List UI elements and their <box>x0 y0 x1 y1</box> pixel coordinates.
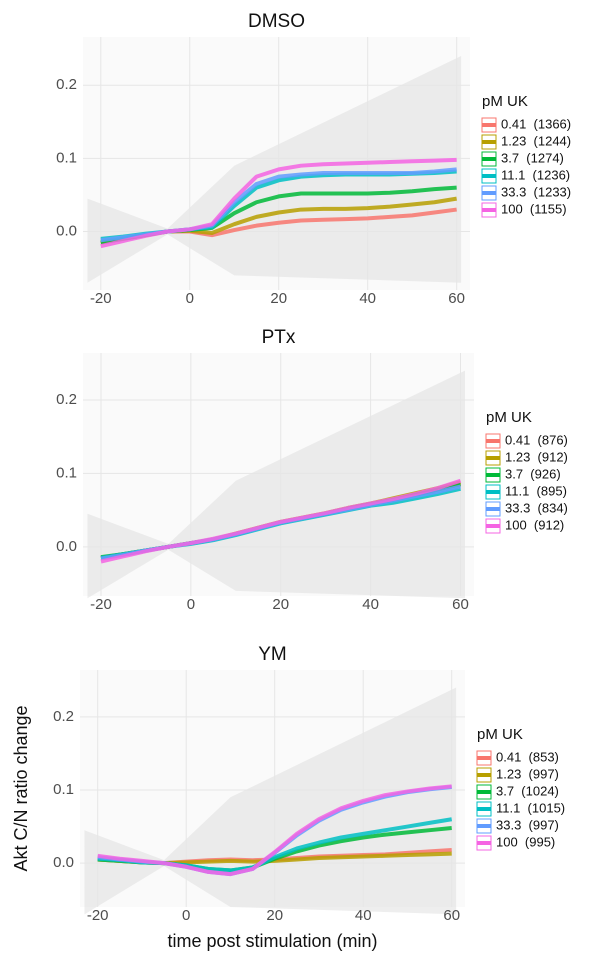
x-tick-label: 0 <box>186 290 194 307</box>
legend-label: 11.1 (1015) <box>496 800 565 815</box>
legend-label: 1.23 (997) <box>496 766 559 781</box>
x-tick-label: 60 <box>452 596 469 613</box>
y-tick-label: 0.0 <box>53 854 74 871</box>
x-tick-label: 0 <box>182 907 190 924</box>
legend-label: 0.41 (876) <box>505 432 568 447</box>
x-tick-label: 60 <box>443 907 460 924</box>
y-axis-label: Akt C/N ratio change <box>11 705 31 871</box>
median-line <box>100 157 457 249</box>
legend-title: pM UK <box>482 93 528 110</box>
median-line <box>100 478 462 564</box>
legend-label: 100 (912) <box>505 517 564 532</box>
x-tick-label: -20 <box>90 596 112 613</box>
legend-label: 3.7 (1024) <box>496 783 559 798</box>
panel-title: PTx <box>262 327 296 348</box>
y-tick-label: 0.0 <box>56 222 77 239</box>
legend-label: 1.23 (912) <box>505 449 568 464</box>
legend-label: 3.7 (926) <box>505 466 561 481</box>
x-tick-label: 40 <box>355 907 372 924</box>
legend-label: 3.7 (1274) <box>501 150 564 165</box>
y-tick-label: 0.2 <box>56 76 77 93</box>
x-tick-label: 20 <box>272 596 289 613</box>
legend-label: 11.1 (895) <box>505 483 567 498</box>
legend-title: pM UK <box>477 726 523 743</box>
x-tick-label: 40 <box>359 290 376 307</box>
plot-background <box>80 670 465 907</box>
legend-label: 100 (995) <box>496 834 555 849</box>
x-tick-label: -20 <box>90 290 112 307</box>
y-tick-label: 0.0 <box>56 538 77 555</box>
x-tick-label: 20 <box>270 290 287 307</box>
median-line <box>97 784 452 877</box>
legend-title: pM UK <box>486 409 532 426</box>
x-tick-label: 20 <box>266 907 283 924</box>
y-tick-label: 0.2 <box>56 391 77 408</box>
x-tick-label: 40 <box>362 596 379 613</box>
x-tick-label: -20 <box>87 907 109 924</box>
plot-background <box>83 353 474 596</box>
panel-title: DMSO <box>248 11 305 32</box>
legend-label: 100 (1155) <box>501 201 567 216</box>
x-tick-label: 0 <box>187 596 195 613</box>
legend-label: 0.41 (853) <box>496 749 559 764</box>
legend-label: 11.1 (1236) <box>501 167 570 182</box>
panel-title: YM <box>258 644 287 665</box>
legend-label: 33.3 (997) <box>496 817 559 832</box>
y-tick-label: 0.1 <box>56 464 77 481</box>
legend-label: 0.41 (1366) <box>501 116 571 131</box>
legend-label: 33.3 (1233) <box>501 184 571 199</box>
x-tick-label: 60 <box>448 290 465 307</box>
y-tick-label: 0.1 <box>56 149 77 166</box>
legend-label: 33.3 (834) <box>505 500 568 515</box>
y-tick-label: 0.1 <box>53 781 74 798</box>
y-tick-label: 0.2 <box>53 708 74 725</box>
legend-label: 1.23 (1244) <box>501 133 571 148</box>
x-axis-label: time post stimulation (min) <box>167 931 377 951</box>
